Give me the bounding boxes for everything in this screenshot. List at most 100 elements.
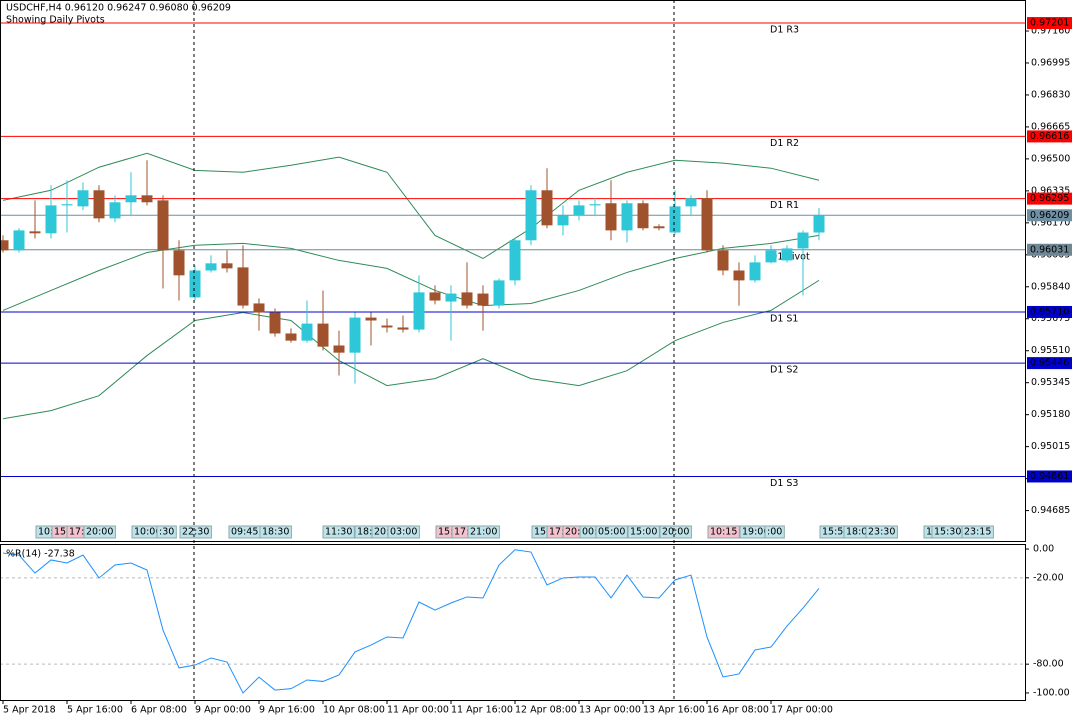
y-tick-label: -20.00	[1033, 572, 1064, 583]
y-tick-label: 0.96995	[1031, 57, 1070, 68]
candle-body	[445, 293, 457, 302]
candle-body	[301, 323, 313, 341]
event-label: 23:15	[964, 527, 991, 538]
candle-body	[141, 195, 153, 203]
candle-body	[61, 204, 73, 206]
event-label: 17:	[549, 527, 564, 538]
price-box	[1027, 209, 1072, 222]
event-label: 15:30	[934, 527, 961, 538]
event-label: 10:15	[710, 527, 737, 538]
event-label: 18:	[357, 527, 372, 538]
bollinger-band	[2, 234, 820, 311]
x-tick-label: 9 Apr 00:00	[195, 705, 251, 716]
pivot-name: D1 S2	[770, 365, 798, 376]
event-label: 20:	[565, 527, 580, 538]
candle-body	[365, 317, 377, 321]
candle-body	[285, 333, 297, 341]
candle-body	[77, 190, 89, 207]
event-label: :30	[159, 527, 174, 538]
event-label: 15:00	[630, 527, 657, 538]
event-marker	[179, 525, 212, 539]
event-marker	[156, 525, 177, 539]
candle-body	[653, 226, 665, 229]
pivot-name: D1 S3	[770, 478, 798, 489]
candle-body	[173, 250, 185, 276]
candle-body	[669, 206, 681, 233]
y-tick-label: 0.94685	[1031, 505, 1070, 516]
event-marker	[259, 525, 292, 539]
candle-body	[189, 270, 201, 298]
candle-body	[621, 203, 633, 231]
event-label: 17:	[454, 527, 469, 538]
candle-body	[477, 293, 489, 306]
event-label: 18:0	[846, 527, 867, 538]
pivot-name: D1 R1	[770, 200, 799, 211]
candle-body	[381, 325, 393, 328]
y-tick-label: 0.96335	[1031, 185, 1070, 196]
event-label: 10:00	[134, 527, 161, 538]
event-marker	[707, 525, 740, 539]
event-label: 15:	[438, 527, 453, 538]
y-tick-label: 0.95345	[1031, 377, 1070, 388]
x-tick-label: 5 Apr 16:00	[67, 705, 123, 716]
candle-body	[237, 267, 249, 306]
candle-body	[589, 204, 601, 206]
candle-body	[429, 292, 441, 301]
event-marker	[865, 525, 898, 539]
candle-body	[717, 250, 729, 271]
price-box	[1027, 357, 1072, 370]
candle-body	[541, 190, 553, 226]
price-box-label: 0.95446	[1030, 358, 1069, 369]
price-box-label: 0.96209	[1030, 210, 1069, 221]
price-box-label: 0.94861	[1030, 471, 1069, 482]
event-marker	[659, 525, 692, 539]
y-tick-label: 0.95840	[1031, 281, 1070, 292]
pivot-name: D1 R2	[770, 138, 799, 149]
candle-body	[461, 292, 473, 306]
event-label: 21:00	[470, 527, 497, 538]
event-marker	[83, 525, 116, 539]
event-marker	[467, 525, 500, 539]
event-label: 15:	[54, 527, 69, 538]
candle-body	[557, 215, 569, 226]
event-marker	[764, 525, 785, 539]
price-box	[1027, 17, 1072, 30]
event-marker	[627, 525, 660, 539]
y-tick-label: 0.95510	[1031, 345, 1070, 356]
y-tick-label: -80.00	[1033, 659, 1064, 670]
candle-body	[509, 240, 521, 281]
event-label: 15:	[534, 527, 549, 538]
y-tick-label: 0.95015	[1031, 441, 1070, 452]
candle-body	[317, 323, 329, 347]
candle-body	[701, 198, 713, 251]
price-box	[1027, 192, 1072, 205]
price-box-label: 0.97201	[1030, 18, 1069, 29]
event-label: 10:	[38, 527, 53, 538]
x-tick-label: 11 Apr 16:00	[451, 705, 513, 716]
event-label: 19:00	[742, 527, 769, 538]
candle-body	[269, 312, 281, 334]
candle-body	[157, 200, 169, 251]
y-tick-label: 0.96500	[1031, 153, 1070, 164]
x-tick-label: 9 Apr 16:00	[259, 705, 315, 716]
candle-body	[45, 205, 57, 234]
indicator-line	[2, 549, 820, 694]
candle-body	[221, 263, 233, 269]
chart-title: USDCHF,H4 0.96120 0.96247 0.96080 0.9620…	[6, 3, 231, 14]
price-box	[1027, 243, 1072, 256]
x-tick-label: 13 Apr 16:00	[643, 705, 705, 716]
event-label: 18:30	[262, 527, 289, 538]
candle-body	[493, 280, 505, 306]
x-tick-label: 10 Apr 08:00	[323, 705, 385, 716]
price-box-label: 0.95710	[1030, 306, 1069, 317]
event-label: 15:55	[822, 527, 849, 538]
candle-body	[685, 198, 697, 207]
pivot-name: D1 S1	[770, 313, 798, 324]
candle-body	[797, 232, 809, 249]
y-tick-label: 0.95675	[1031, 313, 1070, 324]
y-tick-label: 0.96665	[1031, 121, 1070, 132]
event-label: 20:	[374, 527, 389, 538]
candle-body	[205, 263, 217, 271]
pivot-name: D1 R3	[770, 25, 799, 36]
price-box	[1027, 470, 1072, 483]
